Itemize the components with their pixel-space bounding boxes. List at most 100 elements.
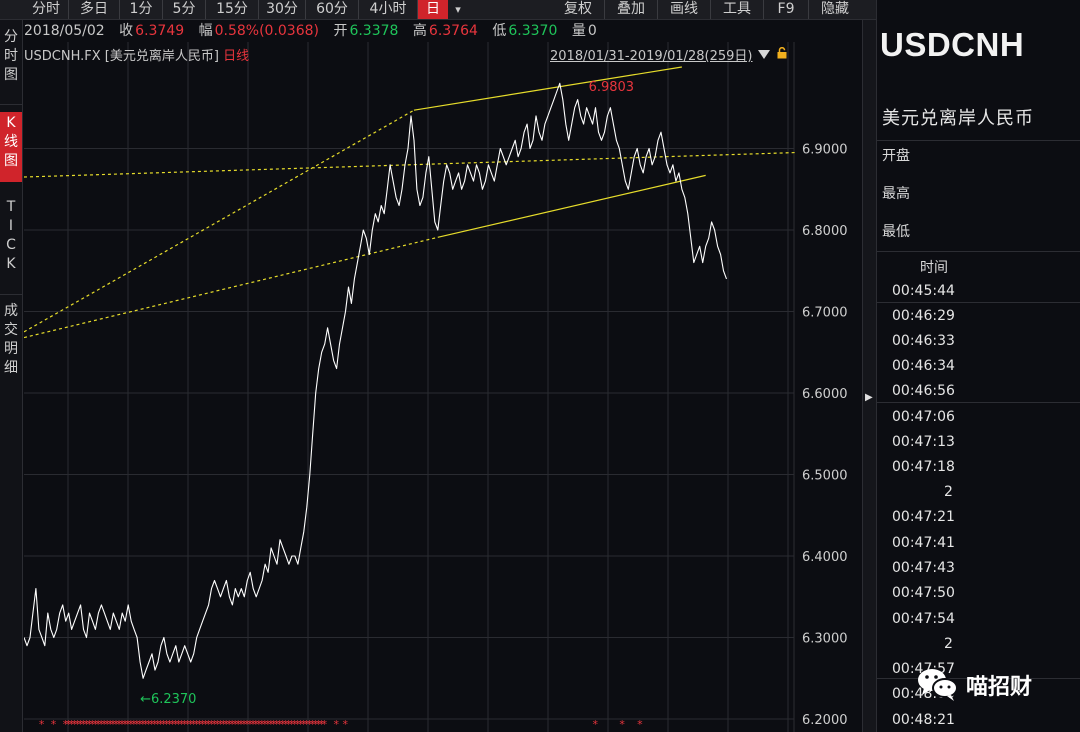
event-marker: *: [155, 718, 161, 731]
event-marker: *: [342, 718, 348, 731]
volume-value: 0: [587, 23, 597, 39]
event-marker: *: [134, 718, 140, 731]
trade-time-row: 00:46:29: [892, 308, 955, 324]
f9-button[interactable]: F9: [764, 0, 809, 19]
event-marker: *: [232, 718, 238, 731]
sidebar-item-tick[interactable]: T I C K: [6, 199, 16, 272]
low-annotation: ←6.2370: [140, 692, 196, 707]
event-marker: *: [304, 718, 310, 731]
event-marker: *: [209, 718, 215, 731]
event-marker: *: [116, 718, 122, 731]
event-marker: *: [39, 718, 45, 731]
trade-time-row: 00:47:21: [892, 509, 955, 525]
price-line: [24, 82, 728, 679]
event-marker: *: [310, 718, 316, 731]
date-range[interactable]: 2018/01/31-2019/01/28(259日): [550, 49, 753, 64]
event-marker: *: [63, 718, 69, 731]
event-marker: *: [226, 718, 232, 731]
event-marker: *: [191, 718, 197, 731]
event-marker: *: [295, 718, 301, 731]
event-marker: *: [98, 718, 104, 731]
range-dropdown-icon[interactable]: [757, 48, 771, 60]
trade-time-row: 00:47:13: [892, 434, 955, 450]
quote-date: 2018/05/02: [24, 23, 105, 39]
event-marker: *: [197, 718, 203, 731]
panel-divider: [876, 140, 1080, 141]
kline-chart[interactable]: 6.2000 6.3000 6.4000 6.5000 6.6000 6.7000 6.80…: [24, 42, 862, 732]
trade-time-row: 00:46:56: [892, 383, 955, 399]
trendline-solid: [413, 66, 682, 111]
event-marker: *: [176, 718, 182, 731]
tab-1min[interactable]: 1分: [120, 0, 163, 19]
chevron-down-icon[interactable]: ▾: [455, 3, 461, 16]
close-label: 收: [119, 23, 134, 39]
lock-icon[interactable]: [776, 47, 788, 59]
y-tick-label: 6.8000: [802, 224, 848, 239]
adjust-button[interactable]: 复权: [552, 0, 605, 19]
tab-60min[interactable]: 60分: [306, 0, 359, 19]
event-marker: *: [200, 718, 206, 731]
tab-15min[interactable]: 15分: [206, 0, 259, 19]
event-marker: *: [182, 718, 188, 731]
event-marker: *: [322, 718, 328, 731]
event-marker: *: [637, 718, 643, 731]
event-marker: *: [271, 718, 277, 731]
event-marker: *: [298, 718, 304, 731]
event-marker: *: [92, 718, 98, 731]
volume-label: 量: [571, 23, 586, 39]
tools-button[interactable]: 工具: [711, 0, 764, 19]
event-marker: *: [235, 718, 241, 731]
trade-time-row: 00:46:34: [892, 358, 955, 374]
tab-30min[interactable]: 30分: [259, 0, 306, 19]
event-marker: *: [113, 718, 119, 731]
event-marker: *: [107, 718, 113, 731]
trade-time-row: 00:47:18: [892, 459, 955, 475]
event-marker: *: [307, 718, 313, 731]
draw-line-button[interactable]: 画线: [658, 0, 711, 19]
event-marker: *: [173, 718, 179, 731]
sidebar-item-trade-detail[interactable]: 成 交 明 细: [4, 303, 18, 376]
low-price-label: 最低: [882, 224, 910, 240]
event-marker: *: [259, 718, 265, 731]
sidebar-item-kline-chart[interactable]: K 线 图: [0, 112, 22, 182]
event-marker: *: [101, 718, 107, 731]
event-marker: *: [69, 718, 75, 731]
event-marker: *: [185, 718, 191, 731]
panel-divider: [876, 251, 1080, 252]
tab-5min[interactable]: 5分: [163, 0, 206, 19]
trade-time-row: 00:45:44: [892, 283, 955, 299]
event-marker: *: [277, 718, 283, 731]
event-marker: *: [316, 718, 322, 731]
tab-daily[interactable]: 日: [418, 0, 448, 19]
panel-instrument-name: 美元兑离岸人民币: [882, 108, 1034, 129]
tab-4hour[interactable]: 4小时: [359, 0, 418, 19]
y-tick-label: 6.2000: [802, 713, 848, 728]
tab-intraday[interactable]: 分时: [24, 0, 69, 19]
event-marker: *: [179, 718, 185, 731]
y-tick-label: 6.5000: [802, 469, 848, 484]
event-marker: *: [152, 718, 158, 731]
event-marker: *: [214, 718, 220, 731]
event-marker: *: [158, 718, 164, 731]
event-marker: *: [203, 718, 209, 731]
high-annotation: 6.9803: [589, 80, 635, 95]
event-marker: *: [334, 718, 340, 731]
event-marker: *: [229, 718, 235, 731]
hide-button[interactable]: 隐藏: [821, 1, 849, 17]
event-marker: *: [188, 718, 194, 731]
panel-splitter[interactable]: [862, 20, 877, 732]
event-marker: *: [125, 718, 131, 731]
expand-arrow-icon[interactable]: ▶: [865, 392, 873, 403]
overlay-button[interactable]: 叠加: [605, 0, 658, 19]
sidebar-item-intraday-chart[interactable]: 分 时 图: [4, 29, 18, 83]
trade-time-row: 2: [944, 636, 953, 652]
event-marker: *: [164, 718, 170, 731]
event-marker: *: [292, 718, 298, 731]
trendline-dashed: [24, 151, 795, 178]
trade-time-row: 00:46:33: [892, 333, 955, 349]
y-tick-label: 6.3000: [802, 632, 848, 647]
trade-time-row: 00:47:43: [892, 560, 955, 576]
event-marker: *: [280, 718, 286, 731]
tab-multiday[interactable]: 多日: [69, 0, 120, 19]
high-price-label: 最高: [882, 186, 910, 202]
